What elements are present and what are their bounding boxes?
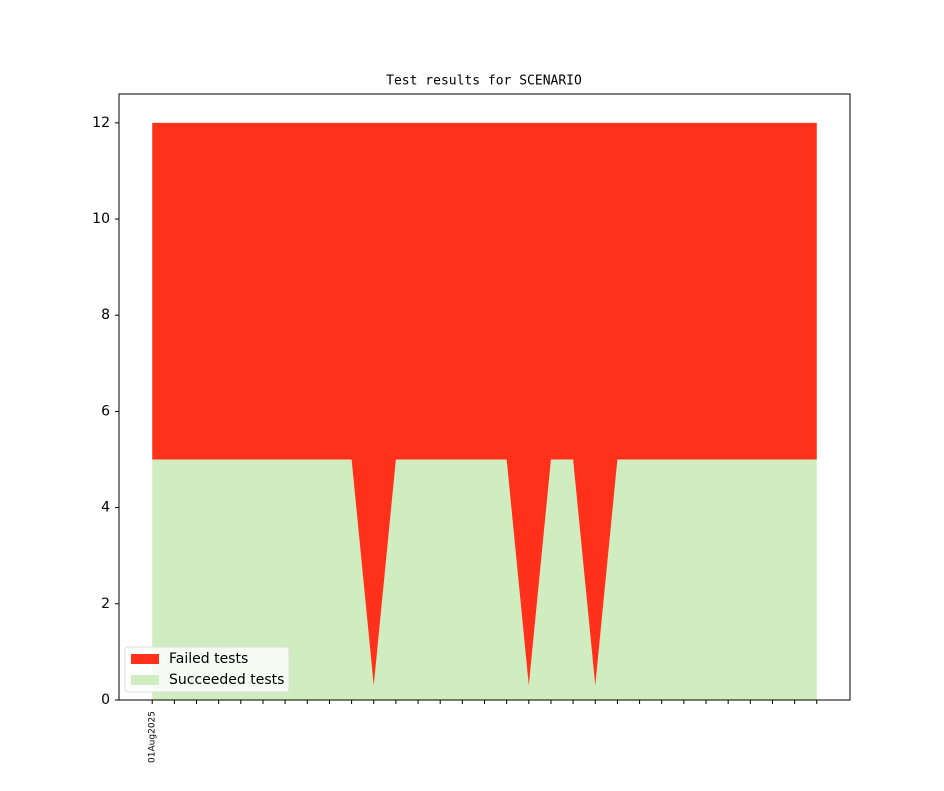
y-tick-label: 10 <box>92 211 110 227</box>
y-tick-label: 0 <box>101 692 110 708</box>
legend: Failed tests Succeeded tests <box>124 646 290 693</box>
legend-label: Failed tests <box>169 651 248 667</box>
y-tick-label: 2 <box>101 596 110 612</box>
y-tick-label: 4 <box>101 500 110 516</box>
x-tick-label: 01Aug2025 <box>148 711 158 763</box>
area <box>152 459 817 700</box>
y-tick-label: 8 <box>101 307 110 323</box>
legend-swatch <box>131 675 159 685</box>
legend-box <box>124 646 290 693</box>
y-tick-label: 6 <box>101 403 110 419</box>
legend-label: Succeeded tests <box>169 672 284 688</box>
chart-title: Test results for SCENARIO <box>386 74 582 89</box>
area <box>152 122 817 686</box>
y-tick-label: 12 <box>92 115 110 131</box>
legend-swatch <box>131 654 159 664</box>
